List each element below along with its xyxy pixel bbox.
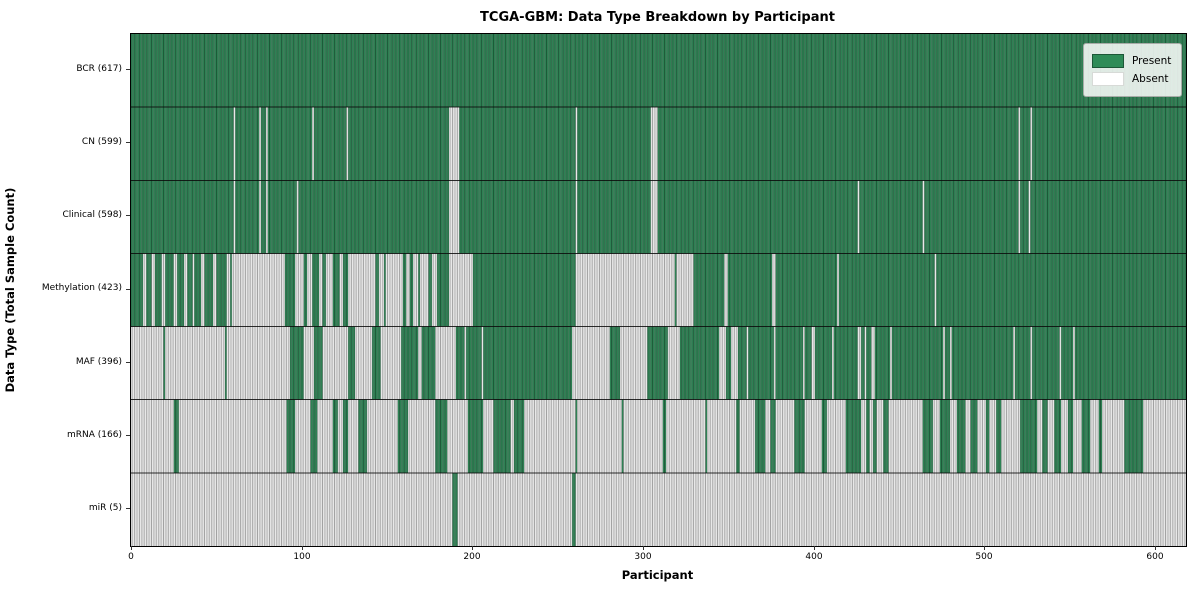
- y-tick-label-mrna: mRNA (166): [67, 430, 122, 440]
- x-tick-mark: [643, 546, 644, 550]
- x-tick-mark: [984, 546, 985, 550]
- y-tick-label-bcr: BCR (617): [76, 64, 122, 74]
- legend-item-present: Present: [1092, 54, 1171, 68]
- y-tick-label-mir: miR (5): [88, 503, 122, 513]
- x-tick-label-200: 200: [463, 552, 481, 562]
- legend: Present Absent: [1083, 43, 1183, 97]
- x-tick-label-500: 500: [975, 552, 993, 562]
- legend-swatch-absent: [1092, 72, 1124, 86]
- x-tick-mark: [1155, 546, 1156, 550]
- legend-label-present: Present: [1132, 54, 1172, 67]
- y-tick-mark: [126, 215, 130, 216]
- x-tick-mark: [302, 546, 303, 550]
- x-tick-label-400: 400: [805, 552, 823, 562]
- y-tick-label-methylation: Methylation (423): [41, 283, 122, 293]
- legend-label-absent: Absent: [1132, 72, 1169, 85]
- x-tick-label-300: 300: [634, 552, 652, 562]
- x-tick-mark: [814, 546, 815, 550]
- x-tick-label-600: 600: [1146, 552, 1164, 562]
- x-tick-mark: [472, 546, 473, 550]
- y-tick-mark: [126, 435, 130, 436]
- y-tick-label-cn: CN (599): [81, 137, 122, 147]
- y-tick-label-clinical: Clinical (598): [62, 210, 122, 220]
- y-tick-mark: [126, 508, 130, 509]
- x-tick-label-0: 0: [128, 552, 134, 562]
- plot-area: Present Absent: [130, 33, 1187, 547]
- y-tick-mark: [126, 362, 130, 363]
- y-tick-mark: [126, 142, 130, 143]
- legend-item-absent: Absent: [1092, 72, 1171, 86]
- x-axis-label: Participant: [621, 568, 694, 582]
- y-tick-mark: [126, 69, 130, 70]
- chart-canvas: [131, 34, 1186, 546]
- legend-swatch-present: [1092, 54, 1124, 68]
- y-tick-label-maf: MAF (396): [75, 357, 122, 367]
- x-tick-label-100: 100: [293, 552, 311, 562]
- x-tick-mark: [131, 546, 132, 550]
- y-tick-mark: [126, 289, 130, 290]
- chart-title: TCGA-GBM: Data Type Breakdown by Partici…: [480, 10, 835, 25]
